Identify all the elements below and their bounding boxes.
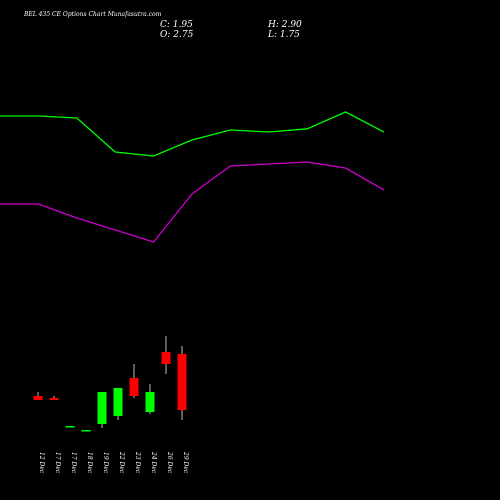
candle bbox=[129, 364, 139, 398]
x-tick-label: 12 Dec bbox=[38, 452, 45, 474]
candle bbox=[81, 430, 91, 432]
candle-body bbox=[177, 354, 187, 410]
x-tick-label: 18 Dec bbox=[86, 452, 93, 474]
candle-body bbox=[145, 392, 155, 412]
low-label: L: 1.75 bbox=[267, 30, 300, 40]
x-axis-ticks: 12 Dec 17 Dec 17 Dec 18 Dec 19 Dec 22 Dec 23 D… bbox=[38, 451, 189, 474]
x-tick-label: 19 Dec bbox=[102, 452, 109, 474]
candle-body bbox=[49, 398, 59, 400]
indicator-lines bbox=[0, 111, 385, 243]
candle bbox=[97, 392, 107, 428]
candle-body bbox=[81, 430, 91, 432]
candle bbox=[65, 426, 75, 428]
lower-line bbox=[0, 161, 385, 243]
candle bbox=[145, 384, 155, 414]
candle-body bbox=[97, 392, 107, 424]
candle bbox=[161, 336, 171, 374]
candle-body bbox=[113, 388, 123, 416]
x-tick-label: 17 Dec bbox=[54, 452, 61, 474]
candle-body bbox=[65, 426, 75, 428]
close-label: C: 1.95 bbox=[160, 20, 193, 30]
open-label: O: 2.75 bbox=[160, 30, 194, 40]
high-label: H: 2.90 bbox=[267, 20, 302, 30]
candle bbox=[49, 396, 59, 400]
candle-body bbox=[33, 396, 43, 400]
candle-body bbox=[129, 378, 139, 396]
x-tick-label: 23 Dec bbox=[134, 451, 141, 474]
upper-line bbox=[0, 111, 385, 157]
x-tick-label: 26 Dec bbox=[166, 451, 173, 474]
candle bbox=[177, 346, 187, 420]
x-tick-label: 17 Dec bbox=[70, 452, 77, 474]
x-tick-label: 24 Dec bbox=[150, 451, 157, 474]
candle bbox=[113, 388, 123, 420]
candle-body bbox=[161, 352, 171, 364]
candles bbox=[33, 336, 187, 432]
candle bbox=[33, 392, 43, 400]
x-tick-label: 22 Dec bbox=[118, 451, 125, 474]
x-tick-label: 29 Dec bbox=[182, 451, 189, 474]
chart-title: BEL 435 CE Options Chart Munafasutra.com bbox=[23, 11, 162, 18]
